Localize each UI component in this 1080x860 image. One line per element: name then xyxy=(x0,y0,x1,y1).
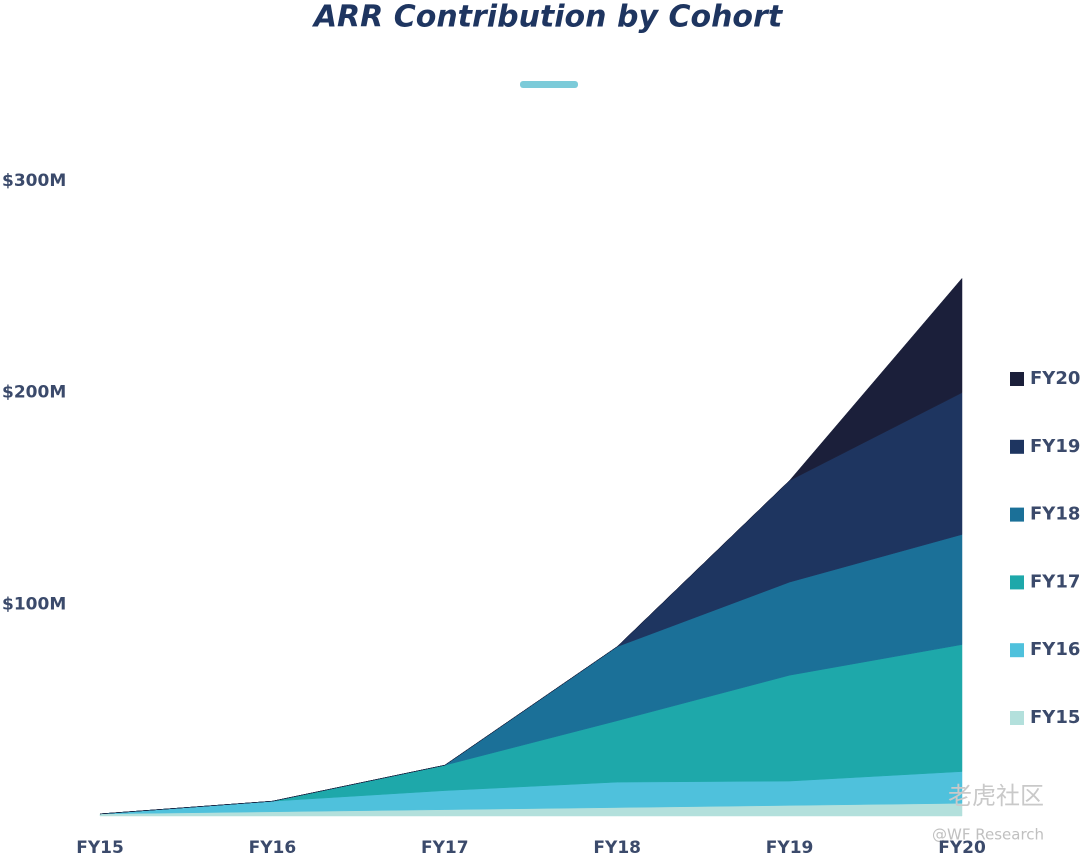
watermark: @WF Research xyxy=(932,826,1044,844)
x-tick-label: FY17 xyxy=(421,838,469,858)
legend-swatch xyxy=(1010,575,1024,590)
watermark: 老虎社区 xyxy=(948,782,1044,810)
legend-label: FY20 xyxy=(1030,368,1080,389)
legend-swatch xyxy=(1010,507,1024,522)
x-tick-label: FY15 xyxy=(76,838,124,858)
legend-swatch xyxy=(1010,372,1024,386)
legend-label: FY15 xyxy=(1030,707,1080,728)
y-tick-label: $300M xyxy=(2,171,66,191)
legend-label: FY17 xyxy=(1030,571,1080,592)
legend-swatch xyxy=(1010,439,1024,454)
x-tick-label: FY19 xyxy=(766,838,814,858)
legend-label: FY18 xyxy=(1030,504,1080,525)
legend-swatch xyxy=(1010,711,1024,725)
legend-label: FY16 xyxy=(1030,639,1080,660)
legend-label: FY19 xyxy=(1030,436,1080,457)
y-tick-label: $100M xyxy=(2,594,66,614)
y-tick-label: $200M xyxy=(2,383,66,403)
x-tick-label: FY20 xyxy=(938,838,986,858)
area xyxy=(99,277,963,815)
chart-title: ARR Contribution by Cohort xyxy=(312,0,784,35)
x-tick-label: FY18 xyxy=(593,838,641,858)
x-tick-label: FY16 xyxy=(249,838,297,858)
legend-swatch xyxy=(1010,643,1024,658)
title-underline xyxy=(520,81,578,88)
